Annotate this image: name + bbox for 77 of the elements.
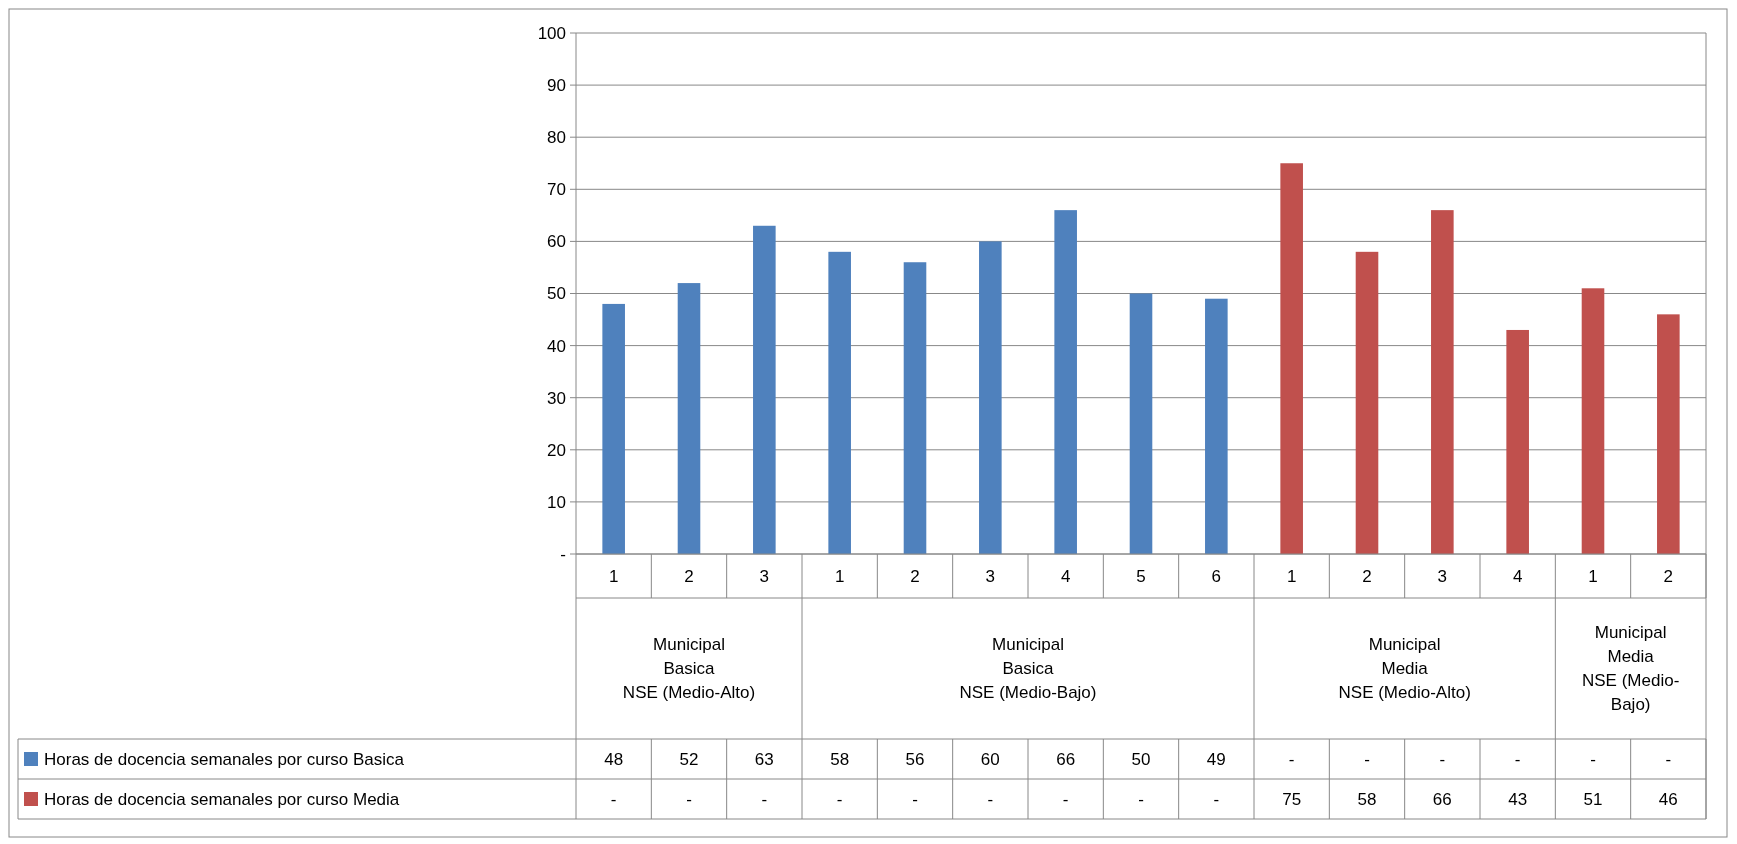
x-tick-label: 2 (910, 566, 920, 586)
legend-label: Horas de docencia semanales por curso Basica (44, 749, 405, 769)
y-tick-label: 30 (547, 388, 566, 408)
y-tick-label: 40 (547, 336, 566, 356)
bar (1205, 298, 1228, 554)
text: - (1439, 749, 1446, 769)
y-tick-label: 60 (547, 232, 566, 252)
bar (1054, 210, 1077, 554)
bar (903, 262, 927, 554)
y-tick-label: - (560, 544, 566, 564)
text: - (1288, 749, 1295, 769)
bar (979, 241, 1002, 554)
text: - (761, 789, 768, 809)
data-label: 63 (754, 749, 774, 769)
text: - (1590, 749, 1596, 769)
bar (677, 283, 701, 554)
y-tick-label: 50 (547, 284, 566, 304)
text: Municipal Media NSE (Medio-Alto) (1338, 635, 1471, 703)
data-label: 50 (1131, 749, 1151, 769)
x-tick-label: 4 (1512, 566, 1523, 586)
legend-label: Horas de docencia semanales por curso Media (44, 789, 400, 809)
x-tick-label: 2 (1362, 566, 1372, 586)
data-label: 58 (1357, 789, 1377, 809)
y-tick-label: 20 (547, 440, 566, 460)
bar (828, 251, 851, 554)
y-tick-label: 100 (537, 23, 566, 43)
bar (1657, 314, 1680, 554)
x-tick-label: 2 (684, 566, 694, 586)
data-label: 46 (1658, 789, 1678, 809)
y-tick-label: 70 (547, 180, 566, 200)
data-label: 75 (1282, 789, 1302, 809)
bar (1581, 288, 1605, 554)
text: - (987, 789, 994, 809)
x-tick-label: 5 (1136, 566, 1146, 586)
x-tick-label: 3 (759, 566, 770, 586)
y-tick-label: 10 (547, 492, 566, 512)
text: - (1514, 749, 1521, 769)
data-label: 51 (1583, 789, 1603, 809)
text: Municipal Media NSE (Medio- Bajo) (1582, 623, 1680, 715)
bar (602, 303, 625, 554)
text: - (686, 789, 692, 809)
data-label: 58 (830, 749, 850, 769)
bar (1280, 163, 1303, 554)
x-tick-label: 1 (1286, 566, 1297, 586)
data-label: 52 (679, 749, 699, 769)
bar (753, 225, 776, 554)
text: - (610, 789, 617, 809)
text: - (1213, 789, 1220, 809)
text: - (912, 789, 918, 809)
text: - (1138, 789, 1144, 809)
x-tick-label: 1 (1588, 566, 1598, 586)
y-tick-label: 90 (547, 76, 566, 96)
text: - (836, 789, 843, 809)
bar (1506, 329, 1529, 554)
text: - (1062, 789, 1069, 809)
data-label: 49 (1206, 749, 1226, 769)
data-label: 66 (1432, 789, 1452, 809)
data-label: 66 (1056, 749, 1076, 769)
x-tick-label: 3 (985, 566, 996, 586)
bar (1355, 251, 1379, 554)
x-tick-label: 2 (1663, 566, 1674, 586)
text: - (1364, 749, 1370, 769)
text: - (1665, 749, 1672, 769)
data-label: 56 (905, 749, 925, 769)
bar (1129, 293, 1153, 554)
x-tick-label: 1 (608, 566, 619, 586)
x-tick-label: 4 (1060, 566, 1071, 586)
x-tick-label: 3 (1437, 566, 1448, 586)
data-label: 60 (980, 749, 1000, 769)
bar (1431, 210, 1454, 554)
x-tick-label: 6 (1211, 566, 1222, 586)
y-tick-label: 80 (547, 128, 566, 148)
text: Municipal Basica NSE (Medio-Bajo) (959, 635, 1097, 703)
data-label: 48 (604, 749, 624, 769)
text: Municipal Basica NSE (Medio-Alto) (622, 635, 756, 703)
data-label: 43 (1508, 789, 1528, 809)
x-tick-label: 1 (834, 566, 845, 586)
